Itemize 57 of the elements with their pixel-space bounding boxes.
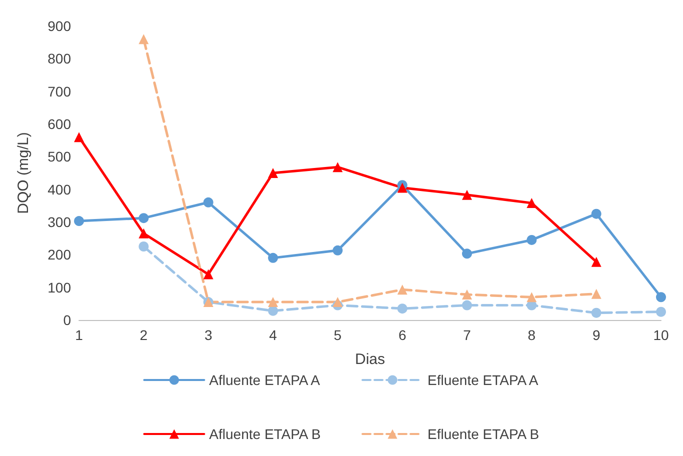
y-tick-label: 0 [63, 312, 72, 328]
y-tick-label: 600 [48, 116, 72, 132]
point [591, 256, 602, 267]
x-tick-label: 6 [398, 327, 406, 343]
point [268, 306, 278, 316]
point [332, 162, 343, 172]
point [526, 234, 537, 245]
point [462, 248, 472, 259]
point [656, 306, 666, 317]
point [268, 252, 278, 263]
point [462, 290, 472, 300]
point [526, 198, 537, 208]
y-tick-label: 900 [48, 18, 72, 34]
x-tick-label: 2 [140, 327, 148, 343]
legend-label: Efluente ETAPA B [428, 426, 540, 442]
legend-label: Afluente ETAPA B [209, 426, 321, 442]
point [526, 292, 537, 302]
y-tick-label: 200 [48, 246, 72, 263]
x-tick-label: 10 [653, 327, 669, 343]
point [591, 208, 602, 219]
point [591, 288, 602, 299]
x-tick-label: 8 [528, 327, 536, 343]
point [462, 300, 472, 310]
x-tick-label: 7 [463, 327, 472, 343]
point [397, 284, 408, 295]
y-tick-label: 100 [48, 279, 72, 296]
y-tick-label: 400 [48, 181, 72, 198]
point [138, 34, 149, 44]
x-tick-label: 4 [269, 327, 278, 343]
point [268, 297, 278, 308]
point [138, 242, 149, 252]
point [203, 269, 214, 280]
x-tick-label: 1 [75, 327, 84, 343]
y-tick-label: 700 [48, 83, 72, 100]
point [332, 297, 343, 308]
point [138, 228, 149, 238]
point [74, 132, 84, 142]
point [138, 213, 149, 224]
point [462, 190, 472, 200]
point [74, 216, 84, 226]
legend-label: Afluente ETAPA A [209, 372, 321, 388]
y-axis-title: DQO (mg/L) [15, 132, 32, 214]
point [268, 168, 278, 178]
legend-label: Efluente ETAPA A [428, 372, 539, 388]
x-tick-label: 3 [204, 327, 212, 343]
y-tick-label: 800 [48, 50, 72, 67]
point [591, 308, 602, 318]
x-axis-title: Dias [354, 351, 386, 368]
x-tick-label: 9 [592, 327, 600, 343]
point [203, 197, 214, 208]
point [397, 304, 408, 314]
point [656, 292, 666, 302]
point [397, 182, 408, 193]
y-tick-label: 300 [48, 214, 72, 230]
point [332, 245, 343, 256]
y-tick-label: 500 [48, 148, 72, 165]
x-tick-label: 5 [334, 327, 342, 343]
